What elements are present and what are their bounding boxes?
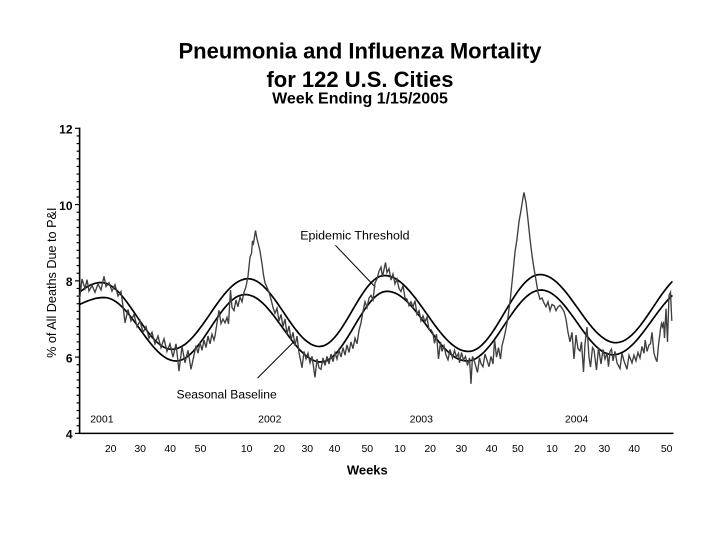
svg-text:for 122 U.S. Cities: for 122 U.S. Cities: [266, 67, 453, 92]
svg-text:2001: 2001: [90, 414, 114, 426]
svg-text:2002: 2002: [258, 414, 282, 426]
svg-text:50: 50: [361, 443, 373, 455]
svg-text:Epidemic Threshold: Epidemic Threshold: [300, 229, 409, 243]
svg-text:Seasonal Baseline: Seasonal Baseline: [177, 388, 277, 402]
svg-text:Week Ending 1/15/2005: Week Ending 1/15/2005: [272, 91, 448, 108]
svg-text:30: 30: [134, 443, 146, 455]
svg-text:40: 40: [164, 443, 176, 455]
svg-text:Weeks: Weeks: [347, 462, 388, 477]
svg-text:% of All Deaths Due to P&I: % of All Deaths Due to P&I: [45, 208, 59, 358]
svg-text:20: 20: [273, 443, 285, 455]
svg-text:8: 8: [66, 275, 73, 289]
svg-text:40: 40: [329, 443, 341, 455]
svg-text:30: 30: [598, 443, 610, 455]
svg-text:50: 50: [661, 443, 673, 455]
svg-text:20: 20: [574, 443, 586, 455]
svg-text:10: 10: [394, 443, 406, 455]
svg-text:30: 30: [301, 443, 313, 455]
svg-text:4: 4: [66, 428, 73, 442]
svg-text:10: 10: [59, 199, 73, 213]
svg-text:10: 10: [546, 443, 558, 455]
svg-text:50: 50: [195, 443, 207, 455]
svg-text:20: 20: [424, 443, 436, 455]
svg-text:40: 40: [628, 443, 640, 455]
svg-text:12: 12: [59, 123, 73, 137]
svg-text:10: 10: [241, 443, 253, 455]
svg-text:30: 30: [455, 443, 467, 455]
svg-text:50: 50: [512, 443, 524, 455]
svg-text:20: 20: [105, 443, 117, 455]
svg-text:2004: 2004: [565, 414, 589, 426]
svg-text:Pneumonia and Influenza Mortal: Pneumonia and Influenza Mortality: [178, 39, 542, 64]
svg-text:6: 6: [66, 351, 73, 365]
svg-text:2003: 2003: [410, 414, 434, 426]
svg-text:40: 40: [486, 443, 498, 455]
